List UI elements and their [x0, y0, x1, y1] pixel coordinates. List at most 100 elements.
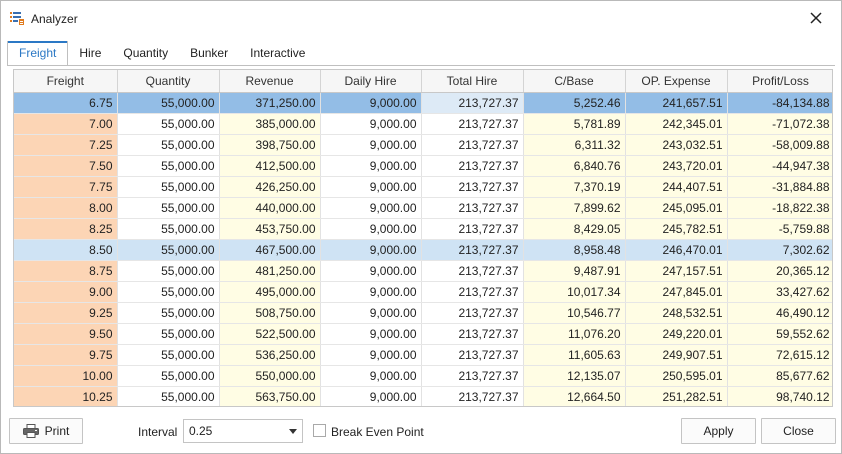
cell-c-base[interactable]: 6,311.32	[523, 134, 626, 156]
tab-freight[interactable]: Freight	[7, 41, 69, 66]
cell-quantity[interactable]: 55,000.00	[117, 239, 220, 261]
cell-freight[interactable]: 9.00	[14, 281, 118, 303]
column-header-freight[interactable]: Freight	[14, 70, 118, 93]
cell-total-hire[interactable]: 213,727.37	[421, 176, 524, 198]
column-header-revenue[interactable]: Revenue	[219, 70, 321, 93]
cell-freight[interactable]: 9.75	[14, 344, 118, 366]
cell-profit-loss[interactable]: -71,072.38	[727, 113, 832, 135]
table-row[interactable]: 7.75 55,000.00 426,250.00 9,000.00 213,727.3…	[14, 176, 832, 198]
table-row[interactable]: 9.00 55,000.00 495,000.00 9,000.00 213,727.3…	[14, 281, 832, 303]
cell-quantity[interactable]: 55,000.00	[117, 113, 220, 135]
table-row[interactable]: 7.00 55,000.00 385,000.00 9,000.00 213,727.3…	[14, 113, 832, 135]
table-row[interactable]: 9.25 55,000.00 508,750.00 9,000.00 213,727.3…	[14, 302, 832, 324]
cell-total-hire[interactable]: 213,727.37	[421, 344, 524, 366]
cell-total-hire[interactable]: 213,727.37	[421, 260, 524, 282]
cell-revenue[interactable]: 440,000.00	[219, 197, 321, 219]
cell-daily-hire[interactable]: 9,000.00	[320, 386, 422, 406]
cell-daily-hire[interactable]: 9,000.00	[320, 92, 422, 114]
cell-freight[interactable]: 7.75	[14, 176, 118, 198]
tab-bunker[interactable]: Bunker	[190, 46, 229, 60]
cell-freight[interactable]: 8.00	[14, 197, 118, 219]
cell-freight[interactable]: 8.50	[14, 239, 118, 261]
cell-revenue[interactable]: 426,250.00	[219, 176, 321, 198]
cell-freight[interactable]: 8.25	[14, 218, 118, 240]
cell-freight[interactable]: 9.25	[14, 302, 118, 324]
cell-total-hire[interactable]: 213,727.37	[421, 323, 524, 345]
cell-op-expense[interactable]: 250,595.01	[625, 365, 728, 387]
cell-profit-loss[interactable]: 85,677.62	[727, 365, 832, 387]
table-row[interactable]: 8.50 55,000.00 467,500.00 9,000.00 213,727.3…	[14, 239, 832, 261]
interval-dropdown[interactable]: 0.25	[183, 419, 303, 443]
cell-c-base[interactable]: 12,664.50	[523, 386, 626, 406]
cell-op-expense[interactable]: 243,032.51	[625, 134, 728, 156]
cell-quantity[interactable]: 55,000.00	[117, 323, 220, 345]
column-header-total-hire[interactable]: Total Hire	[421, 70, 524, 93]
table-row[interactable]: 10.25 55,000.00 563,750.00 9,000.00 213,727.…	[14, 386, 832, 406]
cell-profit-loss[interactable]: 33,427.62	[727, 281, 832, 303]
cell-profit-loss[interactable]: -44,947.38	[727, 155, 832, 177]
cell-revenue[interactable]: 550,000.00	[219, 365, 321, 387]
cell-profit-loss[interactable]: 98,740.12	[727, 386, 832, 406]
cell-revenue[interactable]: 522,500.00	[219, 323, 321, 345]
table-row[interactable]: 8.00 55,000.00 440,000.00 9,000.00 213,727.3…	[14, 197, 832, 219]
table-row[interactable]: 7.50 55,000.00 412,500.00 9,000.00 213,727.3…	[14, 155, 832, 177]
cell-freight[interactable]: 9.50	[14, 323, 118, 345]
cell-freight[interactable]: 7.25	[14, 134, 118, 156]
tab-hire[interactable]: Hire	[79, 46, 102, 60]
cell-daily-hire[interactable]: 9,000.00	[320, 155, 422, 177]
break-even-label[interactable]: Break Even Point	[331, 425, 424, 439]
cell-op-expense[interactable]: 241,657.51	[625, 92, 728, 114]
cell-daily-hire[interactable]: 9,000.00	[320, 323, 422, 345]
cell-daily-hire[interactable]: 9,000.00	[320, 197, 422, 219]
cell-total-hire[interactable]: 213,727.37	[421, 155, 524, 177]
cell-revenue[interactable]: 563,750.00	[219, 386, 321, 406]
cell-op-expense[interactable]: 244,407.51	[625, 176, 728, 198]
cell-total-hire[interactable]: 213,727.37	[421, 365, 524, 387]
column-header-daily-hire[interactable]: Daily Hire	[320, 70, 422, 93]
cell-quantity[interactable]: 55,000.00	[117, 197, 220, 219]
break-even-checkbox[interactable]	[313, 424, 326, 437]
cell-total-hire[interactable]: 213,727.37	[421, 134, 524, 156]
cell-daily-hire[interactable]: 9,000.00	[320, 302, 422, 324]
cell-profit-loss[interactable]: 72,615.12	[727, 344, 832, 366]
cell-total-hire[interactable]: 213,727.37	[421, 386, 524, 406]
cell-c-base[interactable]: 6,840.76	[523, 155, 626, 177]
cell-c-base[interactable]: 8,958.48	[523, 239, 626, 261]
cell-freight[interactable]: 6.75	[14, 92, 118, 114]
cell-total-hire[interactable]: 213,727.37	[421, 281, 524, 303]
cell-profit-loss[interactable]: -31,884.88	[727, 176, 832, 198]
cell-profit-loss[interactable]: -84,134.88	[727, 92, 832, 114]
cell-daily-hire[interactable]: 9,000.00	[320, 281, 422, 303]
cell-freight[interactable]: 7.00	[14, 113, 118, 135]
cell-op-expense[interactable]: 248,532.51	[625, 302, 728, 324]
cell-c-base[interactable]: 8,429.05	[523, 218, 626, 240]
cell-op-expense[interactable]: 245,782.51	[625, 218, 728, 240]
column-header-profit-loss[interactable]: Profit/Loss	[727, 70, 832, 93]
table-row[interactable]: 6.75 55,000.00 371,250.00 9,000.00 213,727.3…	[14, 92, 832, 114]
cell-daily-hire[interactable]: 9,000.00	[320, 113, 422, 135]
tab-quantity[interactable]: Quantity	[123, 46, 169, 60]
cell-quantity[interactable]: 55,000.00	[117, 260, 220, 282]
cell-c-base[interactable]: 7,370.19	[523, 176, 626, 198]
cell-profit-loss[interactable]: -18,822.38	[727, 197, 832, 219]
cell-op-expense[interactable]: 249,907.51	[625, 344, 728, 366]
cell-quantity[interactable]: 55,000.00	[117, 155, 220, 177]
cell-profit-loss[interactable]: 7,302.62	[727, 239, 832, 261]
cell-revenue[interactable]: 371,250.00	[219, 92, 321, 114]
cell-revenue[interactable]: 398,750.00	[219, 134, 321, 156]
cell-total-hire[interactable]: 213,727.37	[421, 239, 524, 261]
cell-total-hire[interactable]: 213,727.37	[421, 197, 524, 219]
cell-quantity[interactable]: 55,000.00	[117, 302, 220, 324]
cell-profit-loss[interactable]: -58,009.88	[727, 134, 832, 156]
cell-profit-loss[interactable]: 46,490.12	[727, 302, 832, 324]
cell-quantity[interactable]: 55,000.00	[117, 344, 220, 366]
cell-c-base[interactable]: 10,017.34	[523, 281, 626, 303]
cell-profit-loss[interactable]: -5,759.88	[727, 218, 832, 240]
cell-op-expense[interactable]: 247,845.01	[625, 281, 728, 303]
cell-revenue[interactable]: 412,500.00	[219, 155, 321, 177]
table-row[interactable]: 8.25 55,000.00 453,750.00 9,000.00 213,727.3…	[14, 218, 832, 240]
cell-op-expense[interactable]: 242,345.01	[625, 113, 728, 135]
cell-op-expense[interactable]: 251,282.51	[625, 386, 728, 406]
cell-daily-hire[interactable]: 9,000.00	[320, 134, 422, 156]
analysis-grid[interactable]: Freight Quantity Revenue Daily Hire Tota…	[13, 69, 833, 407]
